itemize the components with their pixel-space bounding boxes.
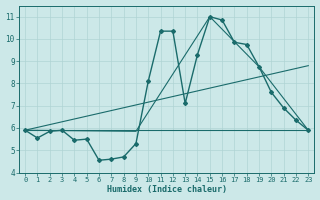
X-axis label: Humidex (Indice chaleur): Humidex (Indice chaleur)	[107, 185, 227, 194]
